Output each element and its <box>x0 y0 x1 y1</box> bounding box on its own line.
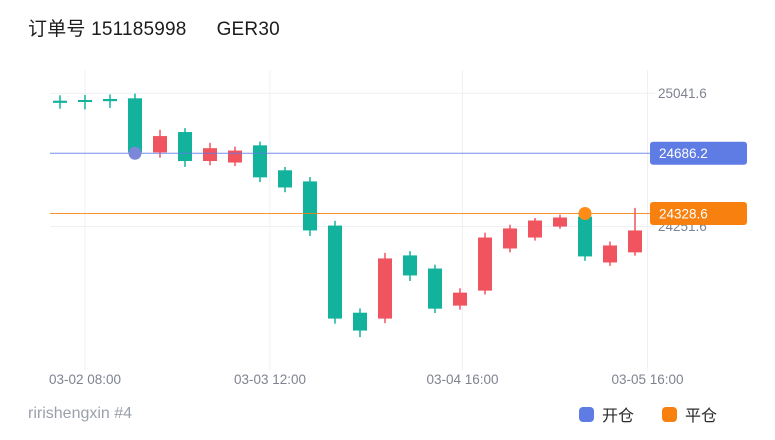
legend-open-position: 开仓 <box>578 402 634 426</box>
candle-body <box>278 170 292 188</box>
y-axis-label: 25041.6 <box>658 86 707 101</box>
candle-body <box>253 145 267 178</box>
x-axis-label: 03-05 16:00 <box>611 372 683 387</box>
candle-body <box>528 220 542 238</box>
close-position-marker-dot[interactable] <box>578 206 592 220</box>
candle-body <box>128 98 142 153</box>
username-label: ririshengxin #4 <box>28 405 133 422</box>
close-price-badge <box>650 201 747 225</box>
open-position-label: 开仓 <box>601 408 634 425</box>
x-axis-label: 03-02 08:00 <box>49 372 121 387</box>
candle-body <box>578 216 592 257</box>
close-price-badge-label: 24328.6 <box>659 206 708 221</box>
candle-body <box>403 255 417 276</box>
candle-body <box>378 258 392 319</box>
candle-body <box>478 237 492 291</box>
open-position-marker-dot[interactable] <box>128 146 142 160</box>
candle-body <box>303 181 317 231</box>
candlestick-chart[interactable]: 25041.6 24251.6 24686.2 24328.6 03-02 08:00 0… <box>0 62 775 402</box>
open-position-swatch <box>578 406 594 422</box>
chart-legend: 开仓 平仓 <box>578 402 717 426</box>
candle-body <box>428 268 442 309</box>
open-price-badge-label: 24686.2 <box>659 146 708 161</box>
candle-body <box>228 150 242 163</box>
candle-body <box>628 230 642 253</box>
candle-body <box>103 98 117 102</box>
open-price-badge <box>650 141 747 165</box>
x-axis-label: 03-03 12:00 <box>234 372 306 387</box>
candle-body <box>503 228 517 249</box>
candle-body <box>603 245 617 263</box>
candle-body <box>353 312 367 331</box>
candle-body <box>153 136 167 153</box>
x-axis-label: 03-04 16:00 <box>426 372 498 387</box>
symbol-label: GER30 <box>216 19 280 40</box>
candle-body <box>178 132 192 162</box>
close-position-swatch <box>661 406 677 422</box>
legend-close-position: 平仓 <box>661 402 717 426</box>
candle-body <box>328 225 342 319</box>
close-position-label: 平仓 <box>684 408 717 425</box>
candle-body <box>203 148 217 162</box>
order-number-label: 订单号 151185998 <box>28 19 187 40</box>
candle-body <box>453 292 467 306</box>
candle-body <box>553 217 567 227</box>
candle-body <box>53 100 67 103</box>
bottom-bar: ririshengxin #4 开仓 平仓 <box>0 398 775 430</box>
candle-body <box>78 100 92 103</box>
page-title: 订单号 151185998 GER30 <box>28 14 280 41</box>
